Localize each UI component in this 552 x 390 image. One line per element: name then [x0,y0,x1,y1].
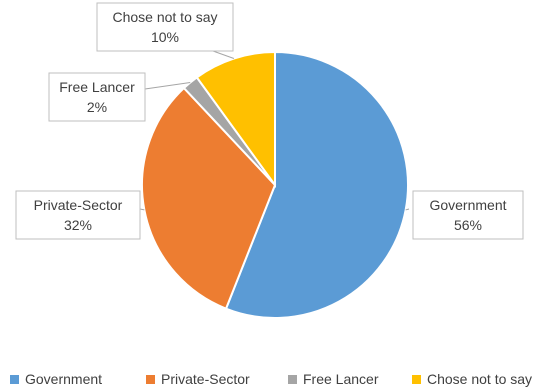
legend-swatch [10,375,19,384]
pie-slice-government [224,50,409,319]
legend-item-chose-not-to-say: Chose not to say [412,371,532,387]
legend-label: Private-Sector [161,371,250,387]
pie-slice-private-sector [141,86,277,310]
callout-private-sector: Private-Sector 32% [15,190,141,240]
legend-label: Free Lancer [303,371,379,387]
legend-item-free-lancer: Free Lancer [288,371,379,387]
pie-slices [141,50,409,319]
legend-item-government: Government [10,371,102,387]
legend-item-private-sector: Private-Sector [146,371,250,387]
callout-percentage-label: 10% [151,29,179,45]
callout-free-lancer: Free Lancer 2% [48,72,146,122]
leader-line-chose-not-to-say [212,50,235,59]
leader-line-government [405,208,410,211]
callout-percentage-label: 2% [87,99,107,115]
callout-box [96,2,234,52]
callout-percentage-label: 56% [454,217,482,233]
data-label-callouts: Government 56% Private-Sector 32% Free Lance… [15,2,524,240]
callout-box [48,72,146,122]
leader-line-private-sector [139,208,145,211]
legend-swatch [288,375,297,384]
legend-label: Government [25,371,102,387]
callout-category-label: Free Lancer [59,79,135,95]
legend-swatch [146,375,155,384]
callout-category-label: Chose not to say [112,9,217,25]
callout-government: Government 56% [412,190,524,240]
callout-category-label: Private-Sector [34,197,123,213]
legend-label: Chose not to say [427,371,532,387]
callout-box [412,190,524,240]
chart-legend: Government Private-Sector Free Lancer Chose… [10,371,532,387]
callout-category-label: Government [429,197,506,213]
legend-swatch [412,375,421,384]
callout-box [15,190,141,240]
pie-slice-chose-not-to-say [195,50,276,189]
callout-percentage-label: 32% [64,217,92,233]
leader-lines [139,50,410,211]
leader-line-free-lancer [144,82,191,90]
callout-chose-not-to-say: Chose not to say 10% [96,2,234,52]
